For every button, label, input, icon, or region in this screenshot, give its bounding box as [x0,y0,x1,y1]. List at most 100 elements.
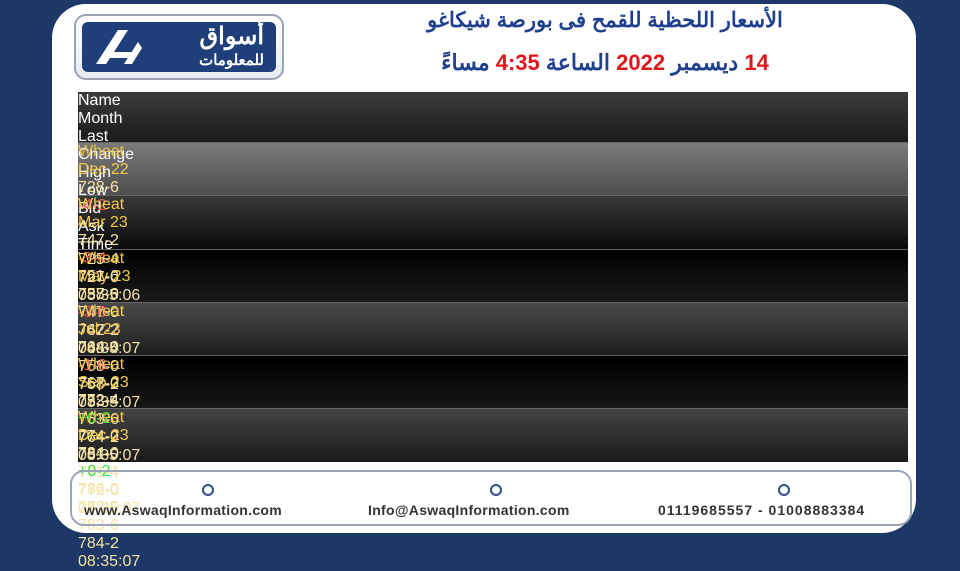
cell-text: Dec 23 [78,427,129,445]
table-cell: May 23 [78,268,163,286]
table-cell: 758-0 [78,358,168,376]
table-cell: 758-2 [78,376,173,394]
table-cell: 08:35:07 [78,553,204,571]
table-cell: -3-4 [78,250,163,268]
table-cell: 08:35:07 [78,447,204,465]
cell-text: 747-0 [78,304,119,322]
subtitle-part: الساعة [545,50,610,75]
column-header: Bid [78,200,168,218]
table-cell: 725-4 [78,251,168,269]
cell-text: May 23 [78,267,131,285]
cell-text: 08:35:06 [78,287,141,304]
price-table: Name Month Last Change High Low Bid Ask Time Whea… [78,92,908,570]
column-header: High [78,164,171,182]
cell-text: 08:35:07 [78,340,141,358]
footer: www.AswaqInformation.com Info@AswaqInfor… [70,470,912,526]
table-cell: 772-0 [78,482,173,500]
logo-text: أسواق [199,23,264,50]
cell-text: 758-0 [78,357,119,375]
table-cell: 764-0 [78,339,170,357]
cell-text: 774-0 [78,428,119,446]
cell-text: Wheat [78,302,125,320]
table-cell: Wheat [78,143,145,161]
column-header-text: Low [78,182,108,199]
table-cell: 728-6 [78,179,170,197]
table-cell: 762-2 [78,322,171,340]
table-cell: -3-0 [78,304,163,322]
cell-text: – [78,233,87,250]
cell-text: 08:35:07 [78,393,141,411]
cell-text: -3-0 [78,303,107,321]
cell-text: -1-6 [78,356,107,374]
logo-icon [96,30,142,64]
column-header: Name [78,92,145,110]
cell-text: 762-2 [78,321,119,339]
cell-text: 758-0 [78,285,119,303]
column-header-text: Ask [78,218,105,235]
table-cell: 747-0 [78,304,168,322]
cell-text: 773-0 [78,499,119,517]
table-cell: 774-0 [78,428,171,446]
cell-text: 737-6 [78,286,119,304]
table-cell: Jul 23 [78,321,163,339]
table-cell: Wheat [78,303,145,321]
table-row: Wheat May 23 758-0 -3-0 762-2 748-4 758-0 758-2… [78,248,908,411]
column-header-text: High [78,164,111,181]
cell-text: Wheat [78,196,125,214]
cell-text: 727-0 [78,269,119,286]
table-cell: 786-0 [78,481,171,499]
cell-text: 772-0 [78,482,119,500]
table-row: Wheat Mar 23 747-2 -3-4 751-6 737-6 747-0 747-2… [78,195,908,357]
logo-subtext: للمعلومات [199,52,264,69]
table-cell: 737-6 [78,286,175,304]
column-header: Change [78,146,163,164]
cell-text: Sep 23 [78,374,129,392]
subtitle-part: مساءً [441,50,490,75]
table-cell: Mar 23 [78,214,163,232]
table-cell: 784-0 [78,445,170,463]
cell-text: -4-2 [78,197,107,214]
cell-text: Jul 23 [78,320,121,338]
column-header-text: Last [78,128,109,145]
subtitle-part: 2022 [616,50,666,75]
cell-text: 725-4 [78,251,119,268]
cell-text: 751-6 [78,268,119,286]
table-cell: +0-2 [78,410,163,428]
table-cell: 761-0 [78,446,175,464]
table-cell: 763-6 [78,411,168,429]
table-cell: -1-6 [78,357,163,375]
cell-text: 753-4 [78,392,119,410]
table-cell: 772-4 [78,392,170,410]
cell-text: Wheat [78,249,125,267]
cell-text: 728-6 [78,179,119,196]
cell-text: 748-4 [78,339,119,357]
page: أسواق للمعلومات الأسعار اللحظية للقمح فى… [52,4,916,571]
subtitle-part: 4:35 [495,50,540,75]
table-row: Wheat Dec 23 784-0 +0-2 786-0 773-0 783-6 784-2… [78,408,908,570]
cell-text: 758-2 [78,375,119,393]
table-row: Wheat Sep 23 772-4 +0-2 774-0 761-0 771-4 772-0… [78,355,908,517]
table-row: Wheat Dec 22 728-6 -4-2– –725-4 727-0 08:35:06 [78,142,908,304]
table-cell: Dec 23 [78,427,163,445]
table-row: Wheat Jul 23 764-0 -1-6 767-0 753-4 763-6 764-2… [78,301,908,464]
mail-icon [490,484,502,496]
title: الأسعار اللحظية للقمح فى بورصة شيكاغو [427,9,783,32]
cell-text: 784-2 [78,535,119,553]
logo: أسواق للمعلومات [74,14,284,80]
table-cell: 08:35:06 [78,287,204,305]
logo-badge: أسواق للمعلومات [82,22,276,72]
cell-text: +0-2 [78,410,111,428]
cell-text: 08:35:07 [78,553,141,571]
table-cell: – [78,233,175,251]
cell-text: Wheat [78,409,125,427]
column-header: Month [78,110,163,128]
table-cell: 08:35:07 [78,500,204,518]
table-cell: -4-2 [78,197,163,215]
header-row: Name Month Last Change High Low Bid Ask Time [78,92,908,253]
table-cell: Wheat [78,409,145,427]
column-header-text: Time [78,236,113,253]
website: www.AswaqInformation.com [84,502,283,518]
column-header-text: Name [78,92,121,109]
table-cell: 08:35:07 [78,394,204,412]
cell-text: 767-0 [78,374,119,392]
